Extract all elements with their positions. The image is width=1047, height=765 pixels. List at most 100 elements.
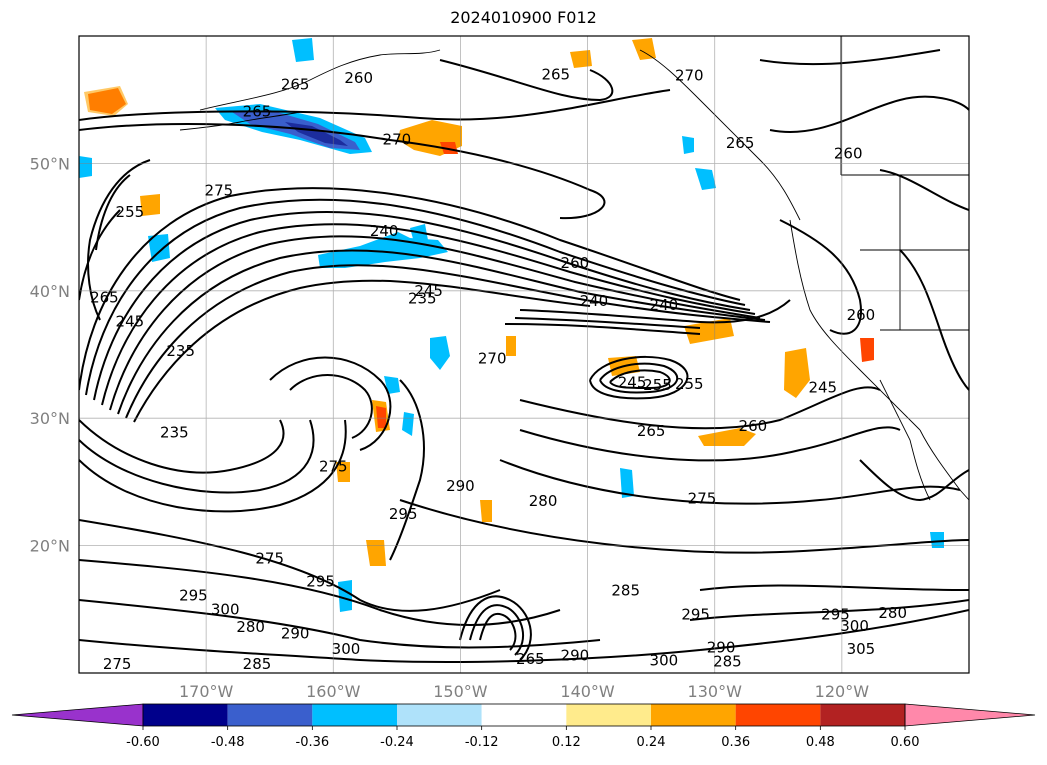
shade-positive-orange-6 xyxy=(698,428,756,446)
contour-label: 290 xyxy=(707,639,736,657)
contour-label: 270 xyxy=(478,349,507,367)
lat-label: 30°N xyxy=(30,409,70,428)
colorbar-segment xyxy=(312,704,397,726)
contour-line xyxy=(79,419,315,494)
lon-label: 160°W xyxy=(306,682,361,701)
contour-label: 240 xyxy=(370,222,399,240)
shade-positive-red-3 xyxy=(860,338,874,362)
colorbar-tick-label: -0.12 xyxy=(465,735,499,750)
colorbar-segment xyxy=(566,704,651,726)
contour-label: 265 xyxy=(281,76,310,94)
contour-line xyxy=(504,323,701,335)
contour-label: 290 xyxy=(561,646,590,664)
colorbar-segment xyxy=(820,704,905,726)
contour-label: 265 xyxy=(90,288,119,306)
contour-line xyxy=(79,187,741,391)
contour-line xyxy=(87,159,151,321)
colorbar-tick-label: 0.24 xyxy=(637,735,666,750)
contour-label: 305 xyxy=(847,640,876,658)
contour-line xyxy=(79,123,606,220)
colorbar-tick-label: -0.36 xyxy=(296,735,330,750)
contour-line xyxy=(699,609,969,651)
contour-label: 270 xyxy=(383,130,412,148)
contour-line xyxy=(79,419,285,474)
contour-line xyxy=(125,264,771,419)
shade-negative-cyan-4 xyxy=(384,376,400,394)
lon-label: 140°W xyxy=(560,682,615,701)
shade-positive-orange-12 xyxy=(684,318,734,344)
shade-positive-orange-14 xyxy=(140,194,160,216)
contour-label: 295 xyxy=(179,586,208,604)
contour-label: 245 xyxy=(414,282,443,300)
contour-line xyxy=(79,599,601,649)
contour-label: 280 xyxy=(236,618,265,636)
contour-label: 300 xyxy=(332,640,361,658)
shaded-field-layer xyxy=(79,38,944,612)
contour-line xyxy=(101,223,756,406)
shade-positive-orange-8 xyxy=(366,540,386,566)
contour-line xyxy=(439,59,614,102)
contour-line xyxy=(519,386,881,430)
contour-line xyxy=(79,639,701,663)
contour-line xyxy=(879,169,969,211)
contour-label: 275 xyxy=(103,655,132,673)
contour-line xyxy=(117,249,766,415)
contour-label: 260 xyxy=(561,254,590,272)
lon-label: 170°W xyxy=(179,682,234,701)
coastline-baja xyxy=(879,379,931,501)
contour-line xyxy=(599,362,679,394)
contour-label: 275 xyxy=(255,549,284,567)
lat-label: 20°N xyxy=(30,537,70,556)
contour-label: 290 xyxy=(446,477,475,495)
plot-frame xyxy=(78,35,970,674)
contour-line xyxy=(79,419,347,513)
colorbar-extend-min xyxy=(11,703,144,727)
contour-label: 300 xyxy=(840,617,869,635)
coastline-aleutians xyxy=(179,111,301,131)
coastline-bc xyxy=(639,49,801,221)
contour-label: 285 xyxy=(611,581,640,599)
contour-line xyxy=(389,379,425,561)
contour-label: 255 xyxy=(643,376,672,394)
latitude-labels: 50°N 40°N 30°N 20°N xyxy=(30,154,70,555)
shade-negative-cyan-6 xyxy=(620,468,634,498)
colorbar-segment xyxy=(481,704,567,726)
colorbar-tick-label: 0.60 xyxy=(891,735,920,750)
colorbar-tick-label: 0.48 xyxy=(806,735,835,750)
contour-label: 295 xyxy=(389,505,418,523)
contour-line xyxy=(79,209,121,301)
shade-negative-cyan-11 xyxy=(682,136,694,154)
contour-label: 295 xyxy=(821,605,850,623)
contour-label: 265 xyxy=(637,422,666,440)
contour-layer xyxy=(79,49,969,663)
contour-label: 295 xyxy=(306,572,335,590)
contour-label: 240 xyxy=(650,296,679,314)
lon-label: 120°W xyxy=(815,682,870,701)
contour-label: 265 xyxy=(726,134,755,152)
shade-positive-orange-3 xyxy=(632,38,656,60)
contour-label: 245 xyxy=(116,312,145,330)
contour-label: 280 xyxy=(529,492,558,510)
contour-label: 265 xyxy=(516,650,545,668)
colorbar-segment xyxy=(735,704,821,726)
shade-negative-cyan-3 xyxy=(430,336,450,370)
contour-line xyxy=(133,279,591,423)
contour-label: 245 xyxy=(618,374,647,392)
colorbar-tick-label: 0.12 xyxy=(552,735,581,750)
longitude-labels: 170°W 160°W 150°W 140°W 130°W 120°W xyxy=(179,682,869,701)
shade-negative-cyan-2 xyxy=(410,224,428,246)
plot-area xyxy=(79,36,969,673)
lat-label: 50°N xyxy=(30,154,70,173)
contour-label: 275 xyxy=(205,181,234,199)
contour-line xyxy=(79,559,561,626)
contour-label: 265 xyxy=(243,102,272,120)
colorbar-tick-label: -0.24 xyxy=(380,735,414,750)
contour-line xyxy=(779,219,862,335)
contour-label: 260 xyxy=(847,306,876,324)
contour-line xyxy=(79,519,501,612)
colorbar: -0.60 -0.48 -0.36 -0.24 -0.12 0.12 0.24 0.36 0.4… xyxy=(11,703,1036,750)
contour-label: 240 xyxy=(580,292,609,310)
map-title: 2024010900 F012 xyxy=(450,8,597,27)
colorbar-segment xyxy=(143,704,228,726)
